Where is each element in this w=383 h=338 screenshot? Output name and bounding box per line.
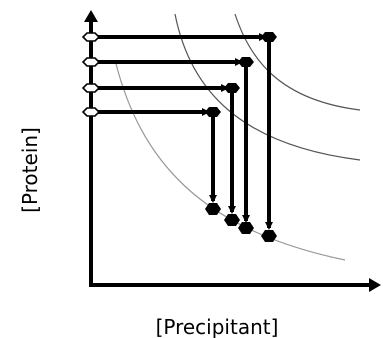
start-marker-1 <box>81 32 101 42</box>
corner-marker-4 <box>205 107 221 117</box>
corner-marker-2 <box>238 57 254 67</box>
y-axis-label: [Protein] <box>18 127 42 213</box>
outer-phase-curve <box>234 13 361 111</box>
corner-marker-3 <box>224 83 240 93</box>
start-marker-2 <box>81 57 101 67</box>
end-marker-4 <box>205 203 221 215</box>
lower-phase-curve <box>114 59 346 261</box>
y-axis-arrowhead <box>84 10 98 22</box>
end-marker-3 <box>224 214 240 226</box>
end-marker-1 <box>261 230 277 242</box>
x-axis-arrowhead <box>369 278 381 292</box>
middle-phase-curve <box>174 13 361 161</box>
corner-marker-1 <box>261 32 277 42</box>
start-marker-3 <box>81 83 101 93</box>
x-axis-label: [Precipitant] <box>156 315 279 338</box>
start-marker-4 <box>81 107 101 117</box>
end-marker-2 <box>238 222 254 234</box>
